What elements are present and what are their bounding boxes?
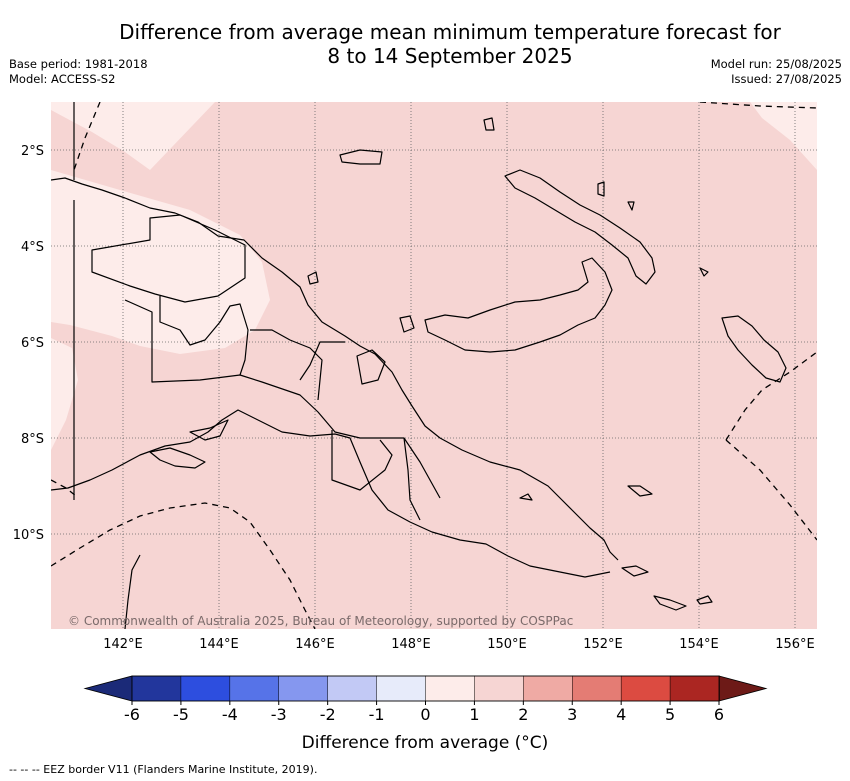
lat-label: 4°S: [21, 240, 44, 255]
eez-borders: [51, 102, 817, 629]
colorbar-cell: [669, 675, 720, 702]
model-name: Model: ACCESS-S2: [9, 72, 116, 86]
lon-label: 144°E: [199, 637, 239, 652]
colorbar-cell: [229, 675, 280, 702]
coastlines: [51, 102, 787, 629]
longitude-labels: 142°E 144°E 146°E 148°E 150°E 152°E 154°…: [103, 637, 815, 652]
colorbar-cell: [131, 675, 182, 702]
lon-label: 152°E: [583, 637, 623, 652]
lat-label: 10°S: [13, 528, 44, 543]
colorbar-cell: [278, 675, 329, 702]
colorbar-tick-label: 0: [420, 705, 430, 724]
colorbar-tick-label: 3: [567, 705, 577, 724]
colorbar-tick-label: 5: [665, 705, 675, 724]
model-run: Model run: 25/08/2025: [710, 57, 842, 71]
lon-label: 150°E: [487, 637, 527, 652]
colorbar-tick-label: -4: [222, 705, 238, 724]
colorbar-cell: [474, 675, 525, 702]
colorbar-tick-label: 2: [518, 705, 528, 724]
title-line-2: 8 to 14 September 2025: [327, 44, 573, 68]
lat-label: 8°S: [21, 432, 44, 447]
colorbar-tick-label: 4: [616, 705, 626, 724]
colorbar-cell: [572, 675, 622, 702]
meta-left: Base period: 1981-2018 Model: ACCESS-S2: [9, 57, 148, 87]
colorbar-cell: [620, 675, 671, 702]
colorbar-tick-label: -5: [173, 705, 189, 724]
meta-right: Model run: 25/08/2025 Issued: 27/08/2025: [711, 57, 842, 87]
colorbar-over-arrow: [718, 675, 768, 702]
anomaly-fill-0-to-1: [51, 102, 817, 450]
lon-label: 142°E: [103, 637, 143, 652]
lon-label: 154°E: [679, 637, 719, 652]
lat-label: 2°S: [21, 144, 44, 159]
colorbar-under-arrow: [83, 675, 133, 702]
colorbar-cell: [376, 675, 427, 702]
lat-label: 6°S: [21, 336, 44, 351]
map-plot-area: © Commonwealth of Australia 2025, Bureau…: [51, 102, 817, 629]
colorbar-cell: [180, 675, 231, 702]
colorbar-tick-label: 6: [714, 705, 724, 724]
colorbar-tick-label: -1: [369, 705, 385, 724]
colorbar-cell: [523, 675, 573, 702]
colorbar-cell: [327, 675, 378, 702]
title-line-1: Difference from average mean minimum tem…: [119, 20, 781, 44]
lon-label: 146°E: [295, 637, 335, 652]
colorbar-tick-label: -2: [320, 705, 336, 724]
lon-label: 148°E: [391, 637, 431, 652]
copyright-text: © Commonwealth of Australia 2025, Bureau…: [68, 614, 573, 628]
base-period: Base period: 1981-2018: [9, 57, 148, 71]
colorbar-tick-label: -3: [271, 705, 287, 724]
issued-date: Issued: 27/08/2025: [731, 72, 842, 86]
eez-legend: -- -- -- EEZ border V11 (Flanders Marine…: [9, 763, 318, 776]
latitude-labels: 2°S 4°S 6°S 8°S 10°S: [13, 144, 44, 543]
map-title: Difference from average mean minimum tem…: [95, 20, 805, 68]
graticule: [51, 102, 817, 629]
colorbar-tick-label: -6: [124, 705, 140, 724]
colorbar-tick-label: 1: [469, 705, 479, 724]
colorbar-cell: [425, 675, 476, 702]
colorbar-title: Difference from average (°C): [301, 733, 549, 753]
anomaly-fill-1-to-2: [51, 102, 817, 629]
colorbar: -6 -5 -4 -3 -2 -1 0 1 2 3 4 5 6: [83, 675, 768, 724]
lon-label: 156°E: [775, 637, 815, 652]
